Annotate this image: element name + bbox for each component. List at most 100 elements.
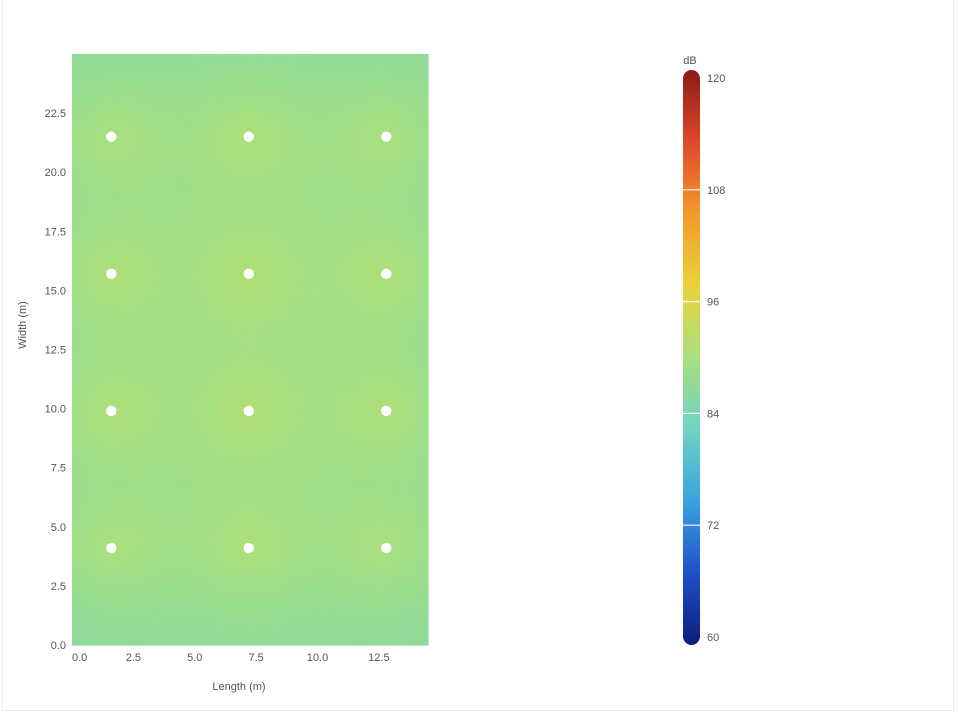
heatmap-cell (286, 254, 294, 262)
heatmap-cell (250, 509, 257, 516)
heatmap-cell (84, 455, 92, 463)
heatmap-cell (409, 408, 417, 416)
heatmap-cell (72, 367, 79, 374)
heatmap-cell (145, 556, 153, 563)
heatmap-cell (84, 621, 92, 628)
heatmap-cell (256, 379, 263, 386)
heatmap-cell (90, 479, 98, 487)
heatmap-cell (114, 479, 122, 487)
heatmap-cell (274, 136, 282, 144)
heatmap-cell (274, 260, 282, 268)
heatmap-cell (121, 178, 128, 185)
heatmap-cell (157, 639, 165, 646)
heatmap-cell (360, 337, 368, 345)
heatmap-cell (292, 260, 300, 268)
heatmap-cell (256, 455, 263, 463)
heatmap-cell (250, 231, 257, 238)
heatmap-cell (372, 633, 380, 640)
heatmap-cell (329, 402, 337, 410)
heatmap-cell (372, 497, 380, 504)
heatmap-cell (348, 361, 355, 368)
heatmap-cell (348, 308, 355, 315)
heatmap-cell (385, 538, 392, 546)
heatmap-cell (237, 550, 245, 557)
heatmap-cell (256, 396, 263, 404)
heatmap-cell (323, 550, 331, 557)
heatmap-cell (268, 615, 276, 622)
heatmap-cell (133, 639, 141, 646)
heatmap-cell (231, 148, 239, 156)
heatmap-cell (317, 461, 325, 469)
heatmap-cell (114, 473, 122, 481)
heatmap-cell (133, 308, 141, 315)
heatmap-cell (317, 254, 325, 262)
heatmap-cell (305, 201, 312, 209)
heatmap-cell (207, 308, 214, 315)
heatmap-cell (121, 609, 128, 617)
heatmap-cell (317, 154, 325, 161)
heatmap-cell (102, 136, 110, 144)
heatmap-cell (108, 615, 116, 622)
heatmap-cell (114, 237, 122, 244)
heatmap-cell (403, 361, 411, 368)
heatmap-cell (415, 444, 423, 451)
heatmap-cell (305, 290, 312, 297)
heatmap-cell (323, 491, 331, 498)
heatmap-cell (207, 514, 214, 522)
heatmap-cell (274, 237, 282, 244)
heatmap-cell (360, 432, 368, 439)
heatmap-cell (354, 337, 362, 345)
heatmap-cell (151, 526, 159, 534)
heatmap-cell (114, 485, 122, 492)
heatmap-cell (139, 154, 147, 161)
heatmap-cell (127, 438, 134, 445)
heatmap-cell (108, 260, 116, 268)
heatmap-cell (231, 290, 239, 297)
heatmap-cell (188, 402, 196, 410)
heatmap-cell (78, 337, 85, 345)
heatmap-cell (102, 609, 110, 617)
heatmap-cell (114, 633, 122, 640)
heatmap-cell (121, 237, 128, 244)
heatmap-cell (237, 420, 245, 427)
heatmap-cell (90, 526, 98, 534)
heatmap-cell (213, 260, 220, 268)
heatmap-cell (415, 384, 423, 392)
heatmap-cell (102, 639, 110, 646)
heatmap-cell (286, 633, 294, 640)
heatmap-cell (157, 249, 165, 256)
heatmap-cell (256, 319, 263, 327)
heatmap-cell (311, 574, 319, 581)
heatmap-cell (256, 254, 263, 262)
heatmap-cell (145, 497, 153, 504)
heatmap-cell (213, 556, 220, 563)
heatmap-cell (176, 231, 184, 238)
heatmap-cell (213, 597, 220, 605)
heatmap-cell (170, 514, 177, 522)
heatmap-cell (403, 455, 411, 463)
heatmap-cell (231, 556, 239, 563)
heatmap-cell (385, 319, 392, 327)
heatmap-cell (409, 166, 417, 173)
heatmap-cell (231, 432, 239, 439)
heatmap-cell (286, 142, 294, 150)
heatmap-cell (145, 219, 153, 226)
heatmap-cell (194, 585, 202, 593)
heatmap-cell (378, 514, 386, 522)
heatmap-cell (84, 568, 92, 575)
heatmap-cell (378, 278, 386, 286)
heatmap-cell (127, 526, 134, 534)
heatmap-cell (207, 296, 214, 303)
heatmap-cell (317, 296, 325, 303)
heatmap-cell (317, 367, 325, 374)
heatmap-cell (274, 272, 282, 280)
heatmap-cell (127, 302, 134, 309)
heatmap-cell (127, 355, 134, 362)
heatmap-cell (170, 207, 177, 215)
heatmap-cell (194, 379, 202, 386)
heatmap-cell (335, 455, 343, 463)
heatmap-cell (354, 207, 362, 215)
heatmap-cell (366, 178, 374, 185)
heatmap-cell (335, 526, 343, 534)
heatmap-cell (243, 349, 251, 357)
